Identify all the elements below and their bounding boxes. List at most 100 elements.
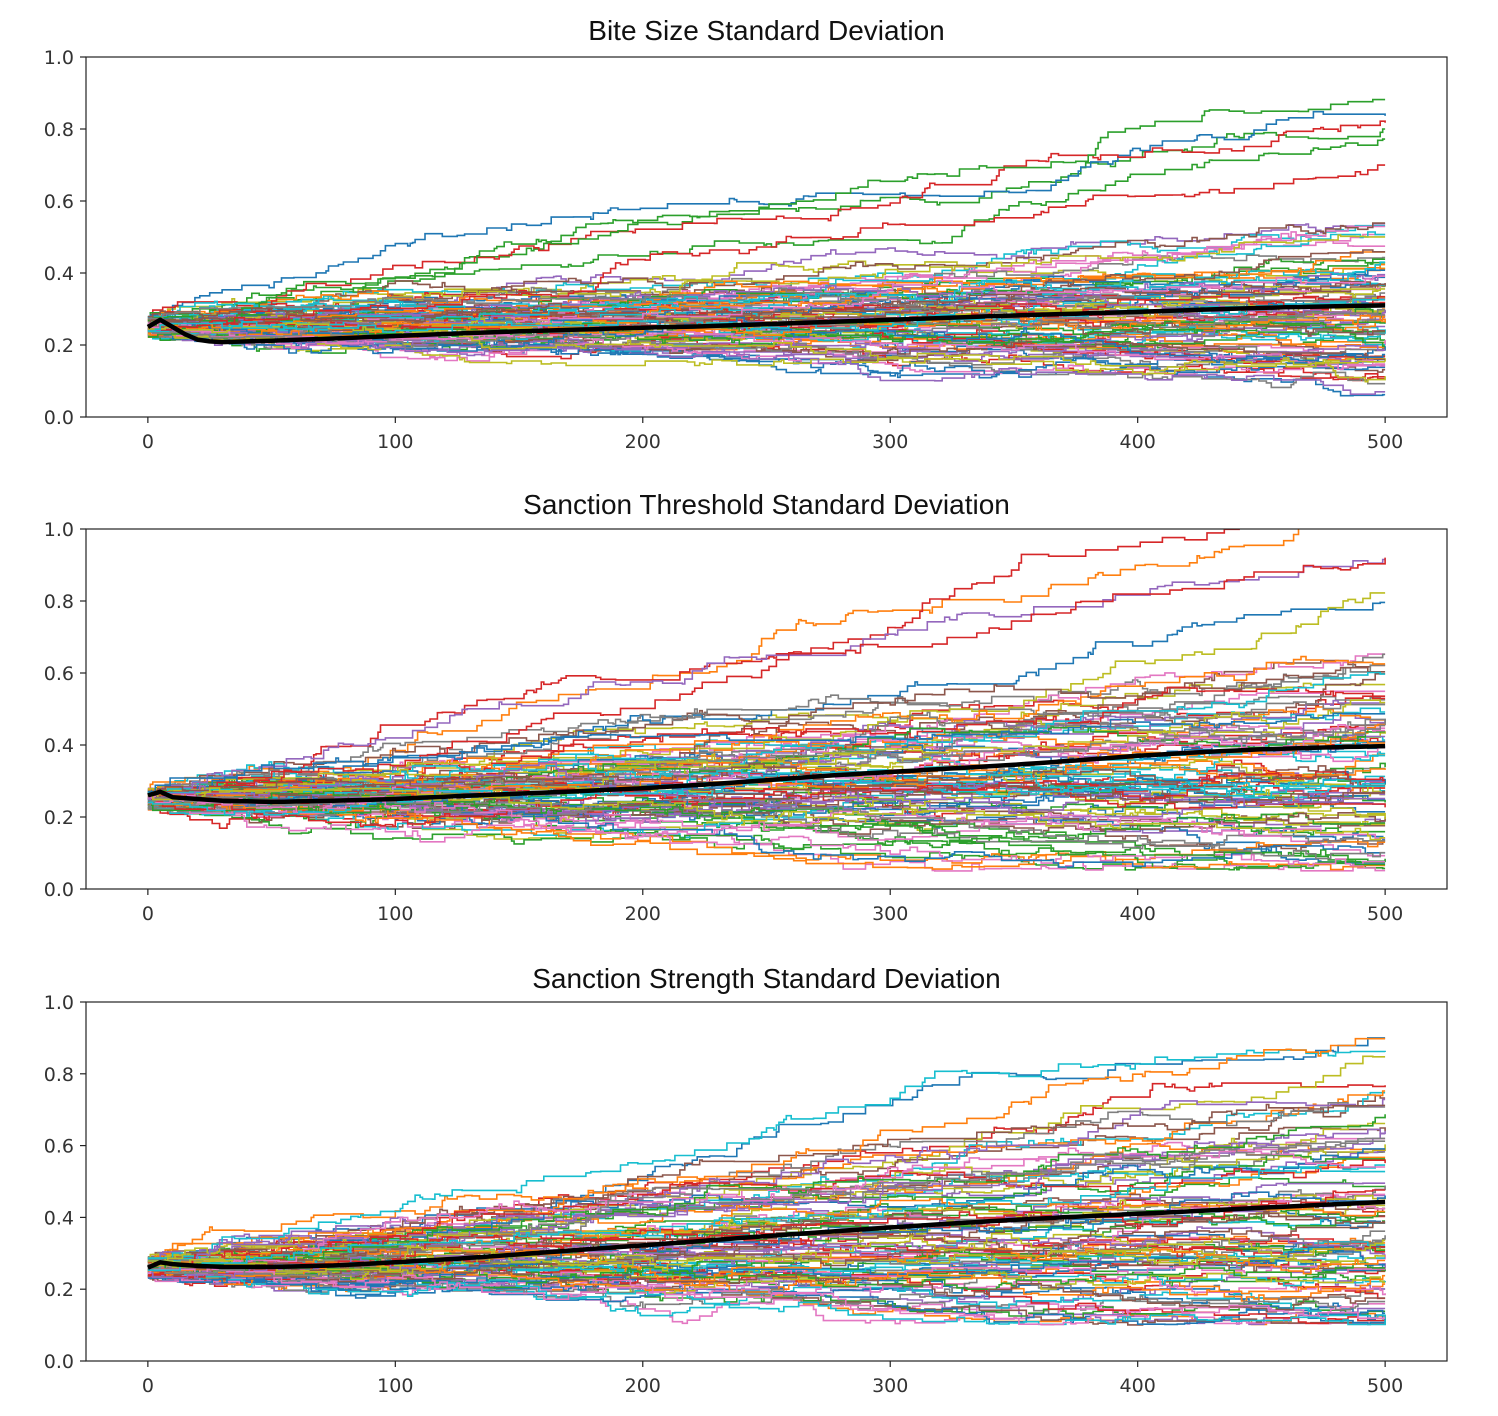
y-tick-label: 0.0 [44,1351,74,1373]
series-line [147,322,1386,383]
chart-panel-3: Sanction Strength Standard Deviation 0 100… [44,963,1448,1397]
mean-line [147,743,1386,805]
series-line [147,98,1386,338]
series-line [147,1114,1386,1272]
x-tick-label: 200 [625,431,661,453]
series-line [147,110,1386,323]
chart-panel-1: Bite Size Standard Deviation 0 100 200 300 40… [44,15,1448,453]
series-line [147,592,1386,810]
y-tick-label: 0.6 [44,191,74,213]
y-tick-label: 0.4 [44,263,74,285]
x-tick-label: 0 [142,431,154,453]
series-line [147,120,1386,327]
series-line [147,326,1386,395]
y-tick-label: 1.0 [44,992,74,1014]
series-line [147,1049,1386,1260]
series-line [147,231,1386,318]
series-line [147,682,1386,796]
series-line [147,699,1386,801]
series-line [147,601,1386,807]
series-line [147,791,1386,860]
series-line [147,280,1386,332]
series-line [147,801,1386,866]
series-line [147,771,1386,828]
series-line [147,558,1386,804]
series-line [147,787,1386,841]
series-group [147,1037,1386,1326]
series-line [147,1037,1386,1269]
x-tick-label: 400 [1120,1375,1156,1397]
x-tick-label: 0 [142,1375,154,1397]
series-line [147,1094,1386,1258]
y-tick-label: 0.8 [44,591,74,613]
series-line [147,1237,1386,1290]
series-line [147,1262,1386,1313]
axes-frame [85,528,1448,890]
chart-title: Sanction Threshold Standard Deviation [523,489,1010,520]
axes-frame [85,56,1448,418]
x-tick-label: 0 [142,903,154,925]
series-line [147,164,1386,331]
series-line [147,249,1386,326]
x-tick-label: 500 [1367,903,1403,925]
chart-title: Bite Size Standard Deviation [588,15,944,46]
y-tick-label: 0.8 [44,1064,74,1086]
series-line [147,1191,1386,1292]
series-line [147,653,1386,791]
y-tick-label: 0.6 [44,663,74,685]
y-tick-label: 0.0 [44,879,74,901]
series-line [147,275,1386,335]
series-line [147,275,1386,345]
series-line [147,1167,1386,1271]
series-line [147,762,1386,820]
x-tick-label: 500 [1367,431,1403,453]
x-tick-label: 400 [1120,903,1156,925]
x-tick-label: 300 [872,903,908,925]
x-tick-label: 100 [377,1375,413,1397]
y-tick-label: 0.8 [44,119,74,141]
series-line [147,1246,1386,1288]
series-line [147,251,1386,336]
series-line [147,328,1386,372]
series-line [147,712,1386,793]
series-line [147,557,1386,800]
series-line [147,790,1386,841]
chart-title: Sanction Strength Standard Deviation [532,963,1001,994]
series-group [147,529,1386,872]
y-tick-label: 0.6 [44,1136,74,1158]
y-tick-label: 0.2 [44,335,74,357]
x-tick-label: 200 [625,903,661,925]
x-tick-label: 100 [377,431,413,453]
series-line [147,671,1386,805]
series-line [147,766,1386,817]
x-tick-label: 500 [1367,1375,1403,1397]
y-tick-label: 1.0 [44,47,74,69]
x-tick-label: 300 [872,1375,908,1397]
series-line [147,1147,1386,1281]
series-line [147,1233,1386,1273]
y-tick-label: 0.4 [44,735,74,757]
series-line [147,1233,1386,1268]
y-tick-label: 1.0 [44,519,74,541]
axes-frame [85,1001,1448,1362]
series-line [147,234,1386,329]
y-tick-label: 0.4 [44,1207,74,1229]
series-line [147,1137,1386,1277]
y-tick-label: 0.2 [44,1279,74,1301]
y-tick-label: 0.0 [44,407,74,429]
series-line [147,772,1386,804]
x-tick-label: 300 [872,431,908,453]
series-line [147,316,1386,359]
series-line [147,1266,1386,1326]
series-line [147,1230,1386,1283]
x-tick-label: 200 [625,1375,661,1397]
x-tick-label: 100 [377,903,413,925]
mean-line [146,303,1386,345]
x-tick-label: 400 [1120,431,1156,453]
y-tick-label: 0.2 [44,807,74,829]
series-group [147,98,1386,397]
series-line [147,686,1386,806]
series-line [147,793,1386,867]
